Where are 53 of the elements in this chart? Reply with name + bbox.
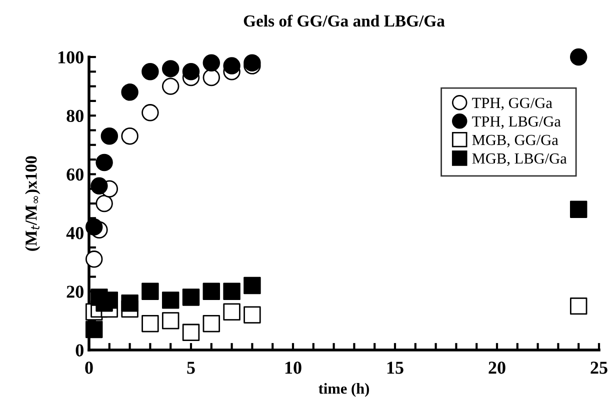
point (121, 294, 138, 312)
point (121, 84, 138, 101)
x-tick-label: 15 (387, 362, 404, 374)
point (142, 104, 159, 122)
point (182, 63, 200, 80)
legend-label: MGB, GG/Ga (472, 134, 558, 148)
y-tick-label: 80 (66, 110, 84, 122)
y-axis-title: (M$_{t}$/M$_{∞}$)x100 (25, 156, 40, 251)
point (202, 315, 220, 332)
point (244, 306, 261, 324)
x-tick-label: 5 (187, 362, 195, 374)
y-tick-label: 100 (58, 51, 84, 64)
y-tick-label: 40 (66, 227, 84, 240)
x-tick-label: 0 (85, 362, 93, 374)
point (182, 288, 200, 306)
point (90, 177, 108, 195)
point (182, 324, 200, 342)
point (162, 312, 180, 330)
point (100, 127, 118, 145)
point (244, 54, 261, 72)
point (85, 320, 103, 338)
point (244, 276, 261, 294)
point (223, 282, 240, 300)
point (142, 282, 159, 300)
point (162, 78, 180, 95)
point (570, 297, 588, 315)
x-tick-label: 25 (590, 362, 608, 374)
point (85, 250, 103, 268)
point (85, 218, 103, 236)
y-tick-label: 60 (66, 168, 84, 181)
point (96, 154, 113, 172)
point (570, 48, 588, 66)
legend-label: MGB, LBG/Ga (472, 153, 567, 166)
point (162, 60, 180, 78)
point (223, 303, 240, 321)
point (223, 57, 240, 74)
point (96, 194, 113, 212)
point (142, 63, 159, 80)
legend-label: TPH, LBG/Ga (472, 116, 561, 129)
x-tick-label: 10 (285, 362, 302, 374)
point (202, 54, 220, 72)
x-tick-label: 20 (488, 362, 506, 374)
point (162, 292, 180, 309)
y-tick-label: 0 (76, 344, 84, 356)
x-axis-title: time (h) (318, 383, 369, 397)
point (142, 315, 159, 332)
point (121, 127, 138, 145)
legend-label: TPH, GG/Ga (472, 98, 552, 110)
chart-title: Gels of GG/Ga and LBG/Ga (244, 14, 445, 27)
point (202, 68, 220, 86)
y-tick-label: 20 (66, 286, 84, 298)
point (570, 200, 588, 218)
point (202, 282, 220, 300)
